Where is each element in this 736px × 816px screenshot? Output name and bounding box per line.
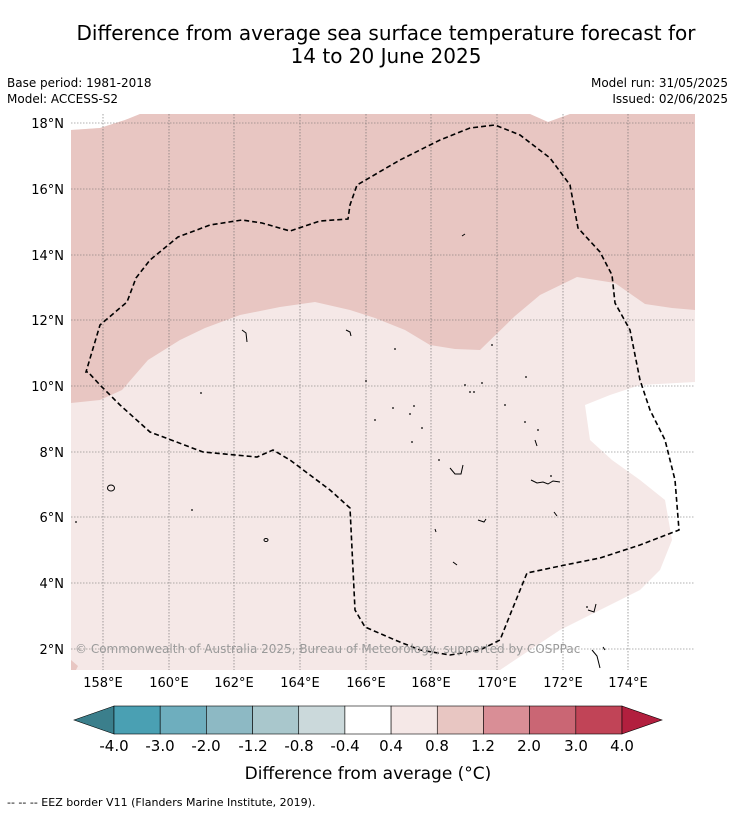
island	[591, 649, 601, 669]
anomaly-band-near-zero	[500, 382, 695, 670]
colorbar-label: Difference from average (°C)	[244, 764, 492, 784]
colorbar	[73, 705, 663, 735]
colorbar-segment	[529, 705, 577, 735]
lat-label: 6°N	[40, 511, 65, 526]
title-line-1: Difference from average sea surface temp…	[76, 21, 696, 45]
island	[534, 439, 538, 447]
lon-label: 174°E	[608, 676, 648, 691]
lon-label: 168°E	[411, 676, 451, 691]
colorbar-tick: 4.0	[610, 737, 634, 755]
meta-left: Base period: 1981-2018 Model: ACCESS-S2	[7, 75, 152, 107]
lon-label: 160°E	[149, 676, 189, 691]
colorbar-segment	[575, 705, 623, 735]
anomaly-band-near-zero-top-2	[530, 114, 570, 122]
island	[434, 528, 437, 533]
lat-label: 8°N	[40, 446, 65, 461]
model-name: Model: ACCESS-S2	[7, 92, 119, 106]
island	[107, 484, 115, 492]
longitude-labels: 158°E 160°E 162°E 164°E 166°E 168°E 170°…	[83, 676, 648, 691]
lon-label: 172°E	[543, 676, 583, 691]
lon-label: 162°E	[214, 676, 254, 691]
islands	[107, 233, 606, 669]
colorbar-tick: -0.4	[330, 737, 359, 755]
colorbar-tick: 3.0	[564, 737, 588, 755]
eez-border	[84, 124, 680, 656]
lat-label: 18°N	[31, 117, 64, 132]
colorbar-segment	[344, 705, 392, 735]
colorbar-arrow-low	[73, 705, 115, 735]
island	[345, 329, 352, 337]
colorbar-tick-labels: -4.0 -3.0 -2.0 -1.2 -0.8 -0.4 0.4 0.8 1.…	[99, 737, 634, 755]
model-run: Model run: 31/05/2025	[590, 76, 728, 90]
lon-label: 164°E	[280, 676, 320, 691]
lat-label: 2°N	[40, 643, 65, 658]
colorbar-tick: 2.0	[517, 737, 541, 755]
island	[530, 479, 561, 485]
lon-label: 158°E	[83, 676, 123, 691]
atolls	[75, 344, 588, 608]
copyright-notice: © Commonwealth of Australia 2025, Bureau…	[75, 642, 580, 656]
lat-label: 16°N	[31, 183, 64, 198]
base-period: Base period: 1981-2018	[7, 76, 152, 90]
colorbar-tick: -3.0	[145, 737, 174, 755]
colorbar-tick: -1.2	[238, 737, 267, 755]
colorbar-arrow-high	[621, 705, 663, 735]
colorbar-segment	[206, 705, 253, 735]
map-title: Difference from average sea surface temp…	[0, 22, 736, 68]
island	[241, 329, 248, 343]
lon-label: 166°E	[346, 676, 386, 691]
lat-label: 10°N	[31, 380, 64, 395]
anomaly-band-0.8-1.2	[71, 114, 695, 403]
lat-label: 12°N	[31, 314, 64, 329]
title-line-2: 14 to 20 June 2025	[290, 44, 482, 68]
map-plot-area	[71, 114, 695, 670]
lat-label: 4°N	[40, 577, 65, 592]
island	[553, 511, 558, 517]
lat-label: 14°N	[31, 249, 64, 264]
colorbar-segment	[483, 705, 530, 735]
colorbar-segment	[113, 705, 161, 735]
island	[602, 646, 606, 651]
lon-label: 170°E	[477, 676, 517, 691]
meta-right: Model run: 31/05/2025 Issued: 02/06/2025	[591, 75, 728, 107]
colorbar-tick: 1.2	[471, 737, 495, 755]
island	[477, 518, 487, 523]
colorbar-tick: 0.4	[379, 737, 403, 755]
colorbar-segment	[298, 705, 346, 735]
colorbar-tick: -2.0	[191, 737, 220, 755]
latitude-labels: 18°N 16°N 14°N 12°N 10°N 8°N 6°N 4°N 2°N	[31, 117, 64, 658]
island	[587, 603, 597, 613]
colorbar-segment	[390, 705, 438, 735]
colorbar-tick: -4.0	[99, 737, 128, 755]
island	[449, 464, 464, 475]
anomaly-band-near-zero-top	[71, 114, 140, 130]
eez-footnote: -- -- -- EEZ border V11 (Flanders Marine…	[7, 796, 316, 809]
colorbar-segment	[252, 705, 300, 735]
gridlines	[71, 114, 695, 670]
issued-date: Issued: 02/06/2025	[612, 92, 728, 106]
island	[263, 538, 269, 542]
island	[461, 233, 466, 237]
anomaly-spot	[71, 660, 78, 670]
colorbar-segment	[436, 705, 484, 735]
colorbar-segment	[159, 705, 207, 735]
island	[452, 561, 458, 566]
colorbar-tick: -0.8	[284, 737, 313, 755]
colorbar-tick: 0.8	[425, 737, 449, 755]
